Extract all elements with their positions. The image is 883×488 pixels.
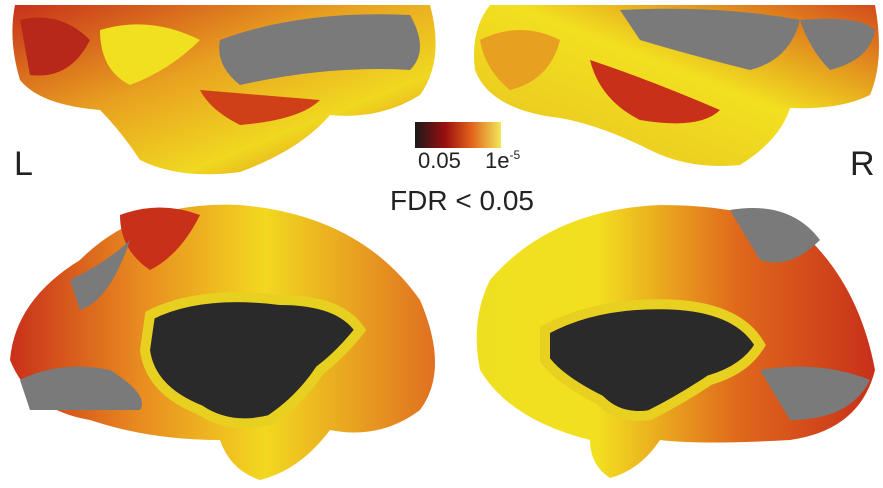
left-lateral-surface <box>12 5 436 175</box>
colorbar-max-base: 1e <box>485 148 509 173</box>
right-medial-surface <box>476 205 875 478</box>
colorbar-max-exponent: -5 <box>509 148 520 162</box>
left-medial-surface <box>10 204 435 480</box>
colorbar-max-label: 1e-5 <box>485 148 520 173</box>
colorbar-caption: FDR < 0.05 <box>390 185 534 216</box>
left-label: L <box>14 145 33 183</box>
right-lateral-surface <box>474 5 879 166</box>
right-label: R <box>850 145 875 183</box>
colorbar <box>415 122 501 148</box>
colorbar-min-label: 0.05 <box>418 148 461 173</box>
